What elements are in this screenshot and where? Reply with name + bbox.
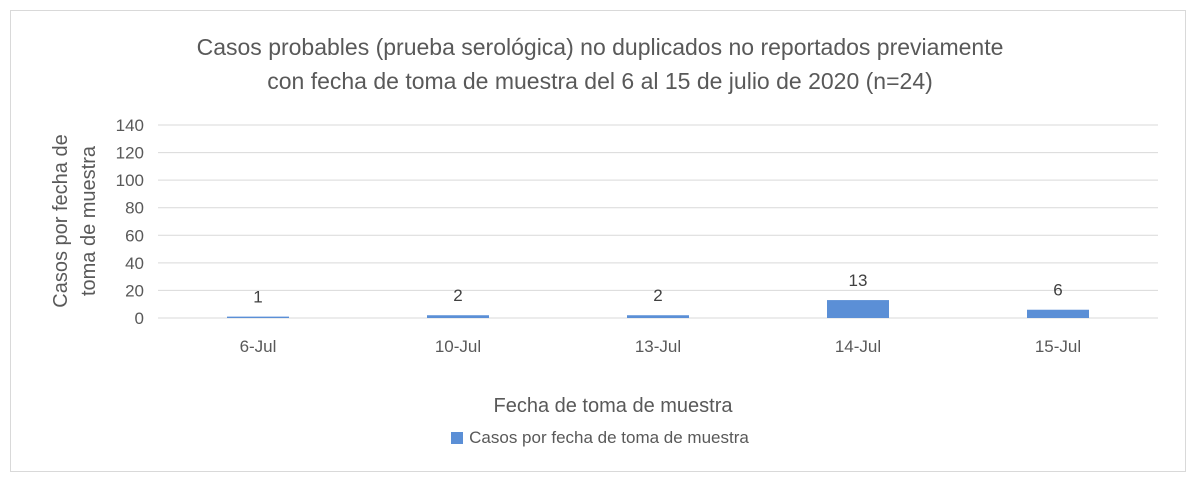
y-axis-title: Casos por fecha de toma de muestra [50,134,100,307]
bar-10-Jul [427,315,489,318]
bar-15-Jul [1027,309,1089,318]
x-tick-label: 13-Jul [635,337,681,356]
y-tick-label: 20 [125,281,144,300]
legend-label: Casos por fecha de toma de muestra [469,428,749,447]
x-tick-label: 14-Jul [835,337,881,356]
y-tick-label: 80 [125,199,144,218]
x-tick-label: 10-Jul [435,337,481,356]
legend: Casos por fecha de toma de muestra [0,428,1200,448]
bar-13-Jul [627,315,689,318]
data-label: 2 [453,286,462,305]
y-tick-label: 60 [125,226,144,245]
x-tick-label: 6-Jul [240,337,277,356]
y-tick-label: 120 [116,144,144,163]
y-axis-title-line: Casos por fecha de [50,134,72,307]
chart-title-line-1: Casos probables (prueba serológica) no d… [196,34,1004,60]
chart-frame [10,10,1186,472]
y-tick-label: 140 [116,116,144,135]
x-axis-title: Fecha de toma de muestra [493,395,733,417]
chart-title-line-2: con fecha de toma de muestra del 6 al 15… [267,68,933,94]
y-tick-label: 0 [135,309,144,328]
chart-title: Casos probables (prueba serológica) no d… [0,30,1200,98]
data-label: 6 [1053,281,1062,300]
y-axis-title-line: toma de muestra [78,145,100,296]
bar-14-Jul [827,300,889,318]
y-tick-label: 40 [125,254,144,273]
data-label: 2 [653,286,662,305]
y-tick-label: 100 [116,171,144,190]
data-label: 1 [253,288,262,307]
bar-6-Jul [227,316,289,318]
data-label: 13 [849,271,868,290]
x-tick-label: 15-Jul [1035,337,1081,356]
legend-swatch [451,432,464,444]
